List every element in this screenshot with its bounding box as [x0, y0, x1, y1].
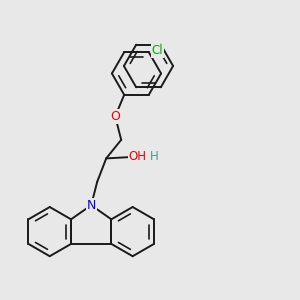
Text: OH: OH	[129, 150, 147, 164]
Text: O: O	[110, 110, 120, 123]
Text: N: N	[86, 199, 96, 212]
Text: H: H	[150, 150, 159, 164]
Text: Cl: Cl	[152, 44, 163, 57]
